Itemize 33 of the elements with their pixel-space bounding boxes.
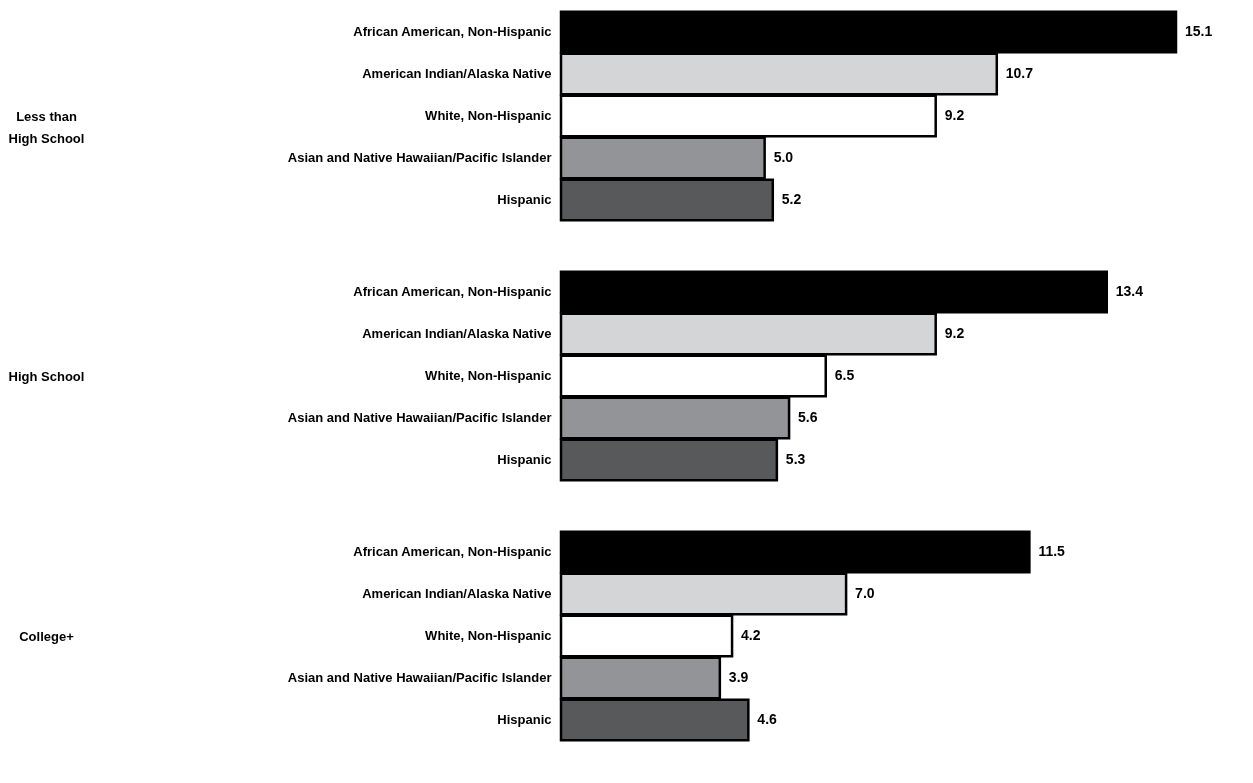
y-tick-label: Asian and Native Hawaiian/Pacific Islander: [287, 670, 552, 685]
data-label: 9.2: [944, 107, 965, 123]
data-label: 13.4: [1115, 283, 1144, 299]
data-label: 5.0: [773, 149, 794, 165]
y-tick-label: African American, Non-Hispanic: [353, 24, 552, 39]
data-label: 5.2: [781, 191, 802, 207]
y-tick-label: African American, Non-Hispanic: [353, 284, 552, 299]
y-tick-label: White, Non-Hispanic: [425, 628, 552, 643]
y-tick-label: White, Non-Hispanic: [425, 108, 552, 123]
y-axis-title: College+: [19, 628, 75, 644]
y-tick-label: Asian and Native Hawaiian/Pacific Islander: [287, 410, 552, 425]
data-label: 15.1: [1185, 23, 1213, 39]
y-tick-label: Hispanic: [497, 452, 552, 467]
y-tick-label: Asian and Native Hawaiian/Pacific Islander: [287, 150, 552, 165]
data-label: 4.2: [741, 627, 761, 643]
data-label: 7.0: [855, 585, 875, 601]
y-tick-label: American Indian/Alaska Native: [362, 66, 552, 81]
data-label: 5.6: [798, 409, 818, 425]
y-tick-label: American Indian/Alaska Native: [362, 326, 552, 341]
data-label: 9.2: [944, 325, 965, 341]
data-label: 6.5: [834, 367, 855, 383]
y-axis-title: High School: [8, 368, 85, 384]
data-label: 5.3: [785, 451, 806, 467]
y-tick-label: American Indian/Alaska Native: [362, 586, 552, 601]
data-label: 3.9: [728, 669, 749, 685]
y-tick-label: White, Non-Hispanic: [425, 368, 552, 383]
y-tick-label: Hispanic: [497, 192, 552, 207]
y-tick-label: African American, Non-Hispanic: [353, 544, 552, 559]
y-tick-label: Hispanic: [497, 712, 552, 727]
data-label: 4.6: [757, 711, 778, 727]
data-label: 10.7: [1005, 65, 1034, 81]
data-label: 11.5: [1038, 543, 1066, 559]
y-axis-title: Less than High School: [8, 108, 85, 146]
